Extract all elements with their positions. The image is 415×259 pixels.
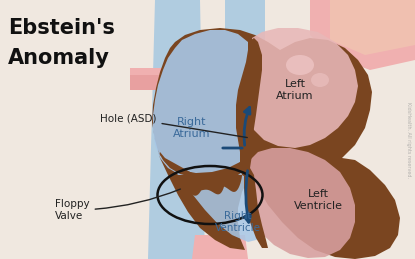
Polygon shape [244,148,355,258]
Text: Floppy
Valve: Floppy Valve [55,189,181,221]
Ellipse shape [286,55,314,75]
Polygon shape [172,175,208,196]
Polygon shape [310,0,415,70]
Polygon shape [194,175,226,195]
Polygon shape [160,152,192,173]
Polygon shape [158,150,248,180]
Polygon shape [246,28,358,148]
Text: KidsHealth. All rights reserved.: KidsHealth. All rights reserved. [406,102,411,178]
Polygon shape [130,68,210,85]
Polygon shape [165,158,264,242]
Text: Right
Ventricle: Right Ventricle [215,211,261,233]
Polygon shape [244,166,268,248]
Text: Ebstein's: Ebstein's [8,18,115,38]
Polygon shape [148,0,205,259]
Ellipse shape [311,73,329,87]
Text: Anomaly: Anomaly [8,48,110,68]
Polygon shape [330,0,415,55]
Polygon shape [236,38,262,178]
Text: Left
Atrium: Left Atrium [276,79,314,101]
Text: Right
Atrium: Right Atrium [173,117,211,139]
Polygon shape [192,235,248,259]
Text: Left
Ventricle: Left Ventricle [293,189,342,211]
Polygon shape [152,28,400,259]
Polygon shape [153,30,252,178]
Polygon shape [225,0,265,60]
Polygon shape [214,175,242,192]
Text: Hole (ASD): Hole (ASD) [100,113,247,138]
Polygon shape [130,75,210,90]
